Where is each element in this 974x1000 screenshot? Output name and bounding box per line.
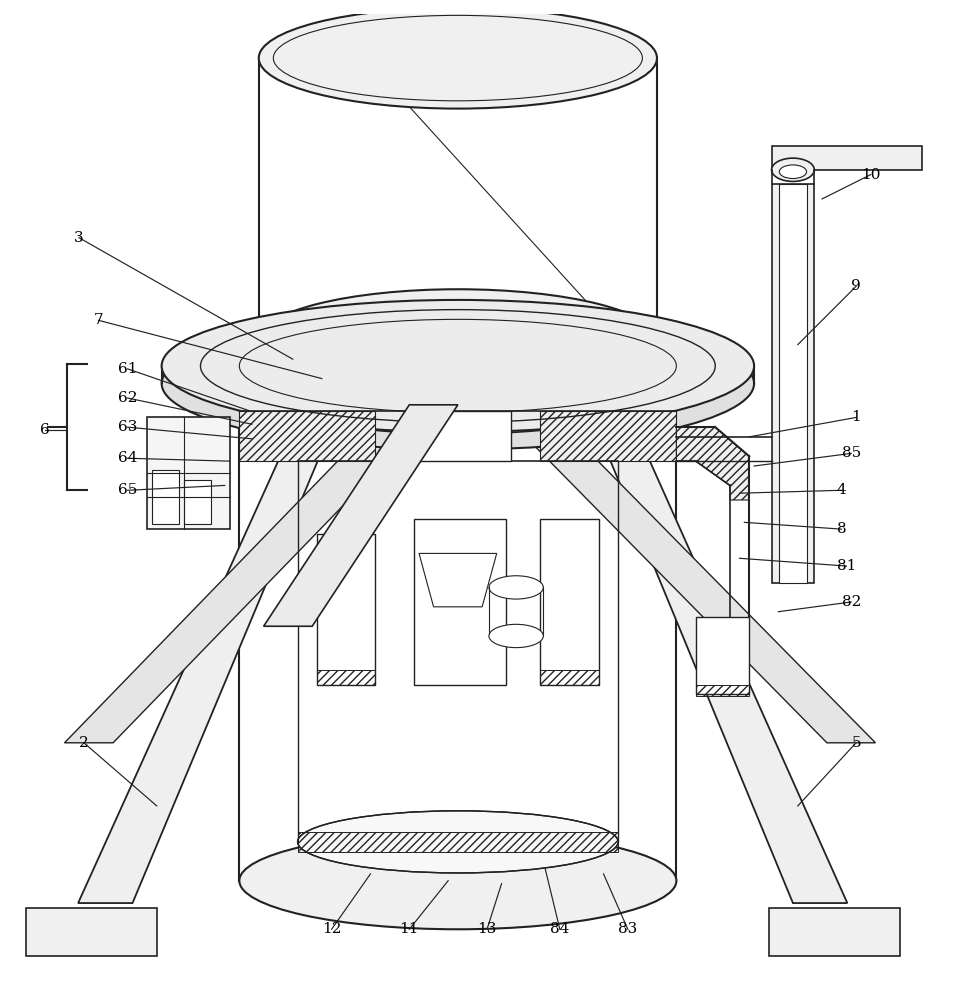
Text: 11: 11 [399,922,419,936]
Text: 2: 2 [79,736,89,750]
Ellipse shape [240,832,676,929]
Text: 6: 6 [40,423,50,437]
Bar [404,411,511,461]
Text: 82: 82 [842,595,861,609]
Text: 85: 85 [842,446,861,460]
Text: 84: 84 [550,922,570,936]
Text: 61: 61 [118,362,137,376]
Polygon shape [317,534,375,685]
Bar [771,146,922,170]
Polygon shape [605,447,847,903]
Bar [147,417,230,529]
Text: 13: 13 [477,922,497,936]
Bar [25,908,157,956]
Polygon shape [64,422,424,743]
Polygon shape [419,553,497,607]
Text: 8: 8 [837,522,846,536]
Ellipse shape [779,165,806,179]
Bar [184,480,211,524]
Text: 9: 9 [851,279,861,293]
Polygon shape [414,519,506,685]
Text: 63: 63 [118,420,137,434]
Polygon shape [541,519,599,685]
Ellipse shape [240,337,676,434]
Bar [771,184,814,583]
Bar [779,184,806,583]
Polygon shape [676,427,749,500]
Text: 62: 62 [118,391,137,405]
Text: 5: 5 [851,736,861,750]
Polygon shape [541,411,676,461]
Polygon shape [511,422,876,743]
Ellipse shape [489,624,543,648]
Bar [695,617,749,694]
Text: 81: 81 [837,559,856,573]
Ellipse shape [489,576,543,599]
Polygon shape [78,442,325,903]
Ellipse shape [259,289,657,390]
Text: 10: 10 [861,168,880,182]
Text: 3: 3 [74,231,84,245]
Polygon shape [264,405,458,626]
Text: 7: 7 [94,313,103,327]
Text: 12: 12 [321,922,341,936]
Text: 1: 1 [851,410,861,424]
Ellipse shape [771,158,814,181]
Text: 65: 65 [118,483,137,497]
Bar [152,470,179,524]
Ellipse shape [298,811,618,873]
Text: 83: 83 [618,922,637,936]
Text: 4: 4 [837,483,846,497]
Ellipse shape [259,8,657,109]
Polygon shape [240,411,375,461]
Ellipse shape [162,300,754,432]
Ellipse shape [162,317,754,449]
Text: 64: 64 [118,451,137,465]
Bar [768,908,900,956]
